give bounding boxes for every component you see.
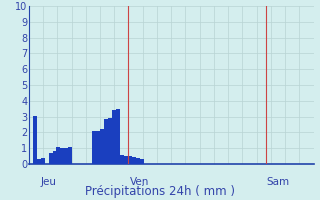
Bar bbox=[33, 116, 37, 164]
Bar bbox=[104, 119, 108, 164]
Bar bbox=[92, 131, 96, 164]
Bar bbox=[96, 131, 100, 164]
Text: Précipitations 24h ( mm ): Précipitations 24h ( mm ) bbox=[85, 185, 235, 198]
Bar bbox=[116, 109, 120, 164]
Text: Jeu: Jeu bbox=[40, 177, 56, 187]
Bar bbox=[57, 147, 60, 164]
Bar bbox=[124, 156, 128, 164]
Bar bbox=[100, 129, 104, 164]
Bar bbox=[120, 155, 124, 164]
Bar bbox=[41, 158, 44, 164]
Bar bbox=[49, 153, 52, 164]
Bar bbox=[128, 156, 132, 164]
Text: Ven: Ven bbox=[130, 177, 149, 187]
Bar bbox=[64, 148, 68, 164]
Bar bbox=[108, 118, 112, 164]
Bar bbox=[140, 159, 143, 164]
Bar bbox=[60, 148, 64, 164]
Text: Sam: Sam bbox=[267, 177, 290, 187]
Bar bbox=[136, 158, 140, 164]
Bar bbox=[68, 147, 72, 164]
Bar bbox=[37, 159, 41, 164]
Bar bbox=[112, 110, 116, 164]
Bar bbox=[52, 151, 57, 164]
Bar bbox=[132, 157, 136, 164]
